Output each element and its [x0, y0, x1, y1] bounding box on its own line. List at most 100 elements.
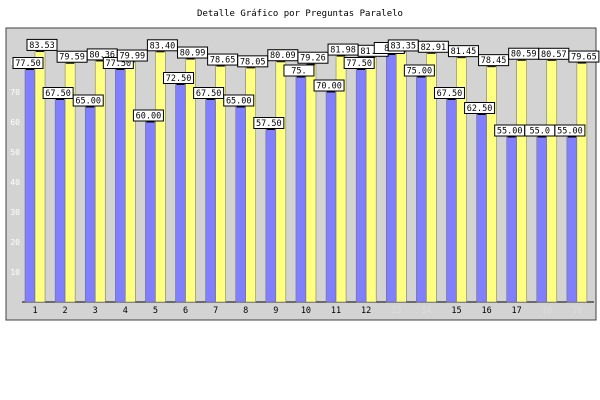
x-tick-label: 5 — [153, 306, 158, 316]
data-label-box — [478, 54, 510, 67]
data-label: 78.45 — [481, 56, 507, 66]
data-label-box — [568, 50, 600, 63]
data-label: 78.65 — [210, 56, 236, 66]
data-label-box — [26, 38, 58, 51]
x-tick-label: 14 — [421, 306, 431, 316]
data-label: 81.98 — [330, 46, 356, 56]
data-label: 83.35 — [390, 41, 416, 51]
data-label: 55.00 — [497, 127, 523, 137]
data-label: 80.99 — [180, 49, 206, 59]
bar-series1 — [536, 136, 548, 303]
bar-series2 — [275, 61, 287, 303]
data-label: 55.00 — [557, 127, 583, 137]
data-label: 81.45 — [451, 47, 477, 57]
bar-series2 — [335, 55, 347, 303]
data-label: 55.0 — [530, 127, 550, 137]
data-label-box — [42, 87, 74, 99]
x-tick-label: 17 — [512, 306, 522, 316]
bar-series2 — [486, 66, 497, 303]
data-label: 80.09 — [270, 51, 296, 61]
data-label-box — [313, 79, 345, 92]
bar-series1 — [386, 54, 397, 303]
data-label-box — [146, 39, 178, 52]
data-label-box — [403, 64, 435, 77]
bar-series1 — [205, 99, 216, 303]
bar-series2 — [305, 63, 317, 303]
bar-series1 — [506, 136, 517, 303]
bar-series1 — [115, 69, 126, 303]
data-label-box — [297, 51, 329, 64]
bar-series1 — [145, 121, 156, 303]
data-label: 81.57 — [360, 47, 386, 57]
y-tick-label: 50 — [10, 148, 20, 157]
bar-series2 — [546, 60, 558, 303]
bar-series1 — [446, 99, 457, 303]
y-tick-label: 70 — [10, 88, 20, 97]
data-label-box — [72, 94, 104, 107]
data-label: 77.50 — [15, 59, 41, 69]
data-label-box — [283, 64, 315, 77]
bar-series1 — [355, 69, 367, 303]
x-axis: 1 2 3 4 5 6 7 8 9 10 11 12 13 14 15 16 17 18 19 — [32, 306, 582, 316]
bar-series1 — [54, 99, 66, 303]
x-tick-label: 15 — [451, 306, 461, 316]
data-label: 70.00 — [316, 82, 342, 92]
bar-series2 — [576, 62, 588, 303]
data-label-box — [116, 49, 148, 62]
bar-series1 — [476, 114, 487, 303]
data-label: 62.50 — [467, 104, 493, 114]
x-tick-label: 3 — [93, 306, 98, 316]
x-tick-label: 11 — [331, 306, 341, 316]
data-label: 80.57 — [541, 50, 567, 60]
data-label-box — [12, 57, 44, 69]
x-tick-label: 4 — [123, 306, 128, 316]
bar-series1 — [175, 84, 186, 303]
data-label: 77.50 — [106, 59, 132, 69]
x-tick-label: 8 — [243, 306, 248, 316]
data-label: 65.00 — [226, 97, 252, 107]
x-tick-label: 7 — [213, 306, 218, 316]
x-tick-label: 12 — [361, 306, 371, 316]
data-label: 80.36 — [89, 50, 115, 60]
bar-series1 — [416, 76, 427, 303]
data-label: 78.05 — [240, 57, 266, 67]
data-label-box — [554, 124, 586, 137]
x-tick-label: 16 — [481, 306, 491, 316]
data-label-box — [132, 109, 164, 122]
data-label: 57.50 — [256, 119, 282, 129]
x-tick-label: 18 — [542, 306, 552, 316]
data-label-box — [433, 87, 465, 99]
x-tick-label: 9 — [273, 306, 278, 316]
bar-series1 — [265, 129, 277, 303]
bar-series1 — [24, 69, 36, 303]
data-label-box — [464, 102, 496, 114]
data-labels: 77.5083.5367.5079.5965.0080.3677.5079.99… — [12, 38, 600, 137]
y-tick-label: 20 — [10, 238, 20, 247]
y-tick-label: 60 — [10, 118, 20, 127]
data-label: 80.59 — [511, 50, 537, 60]
data-label: 82.91 — [421, 43, 447, 53]
bar-series1 — [566, 136, 578, 303]
data-label: 72.50 — [166, 74, 192, 84]
data-label: 60.00 — [136, 112, 162, 122]
bar-series1 — [325, 91, 337, 303]
x-tick-label: 1 — [32, 306, 37, 316]
bar-series2 — [365, 57, 377, 303]
data-label-box — [237, 55, 269, 68]
x-tick-label: 6 — [183, 306, 188, 316]
data-label: 83.40 — [150, 41, 176, 51]
data-label: 67.50 — [437, 89, 463, 99]
y-tick-label: 10 — [10, 268, 20, 277]
x-tick-label: 19 — [572, 306, 582, 316]
bar-series2 — [516, 59, 527, 303]
data-label: 67.50 — [196, 89, 222, 99]
bar-series1 — [84, 106, 96, 303]
data-label: 79.59 — [59, 53, 85, 63]
data-label: 77.50 — [346, 59, 372, 69]
data-label: 75. — [291, 67, 306, 77]
data-label-box — [253, 117, 285, 129]
chart-title: Detalle Gráfico por Preguntas Paralelo — [197, 9, 403, 19]
data-label: 67.50 — [45, 89, 71, 99]
x-tick-label: 10 — [301, 306, 311, 316]
data-label: 75.00 — [407, 67, 433, 77]
